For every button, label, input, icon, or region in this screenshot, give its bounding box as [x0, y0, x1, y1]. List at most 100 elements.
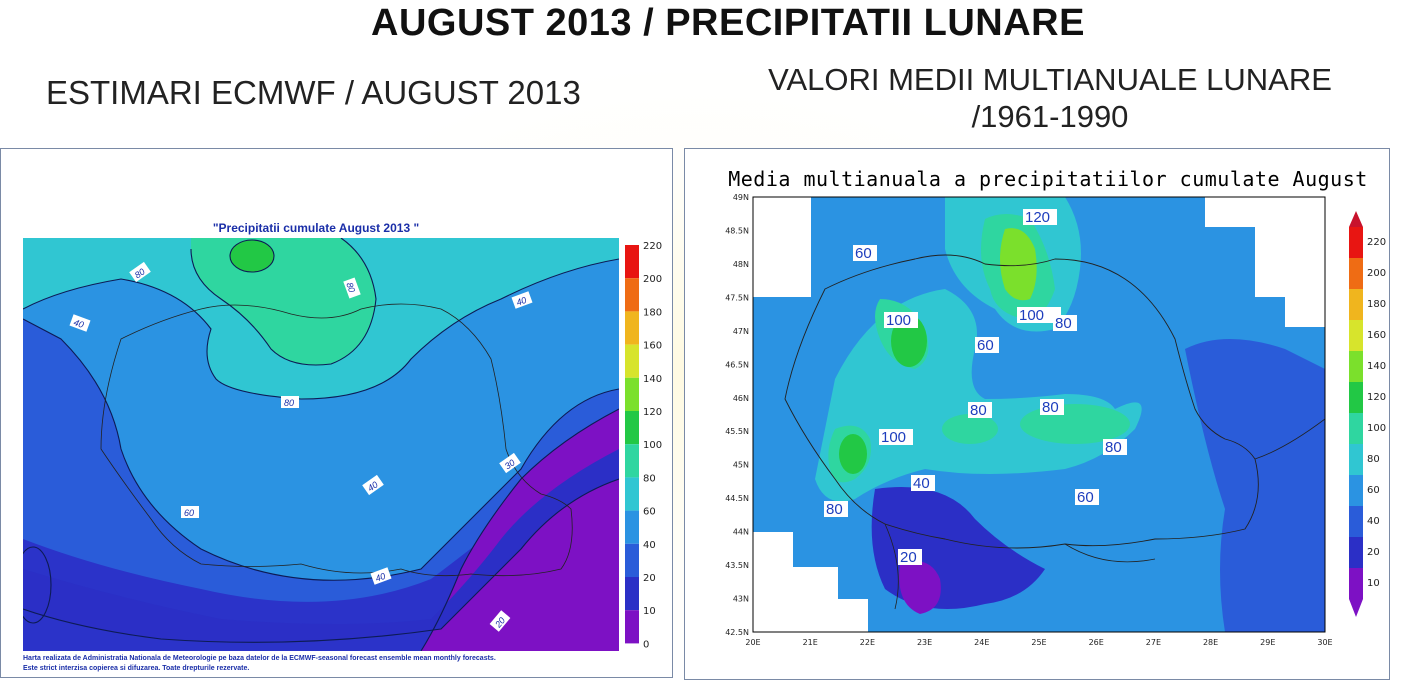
right-colorbar-label: 20 — [1367, 547, 1380, 558]
right-label-100-n: 100 — [1019, 307, 1044, 324]
left-country-border — [100, 303, 573, 577]
right-label-60-c: 60 — [977, 337, 994, 354]
left-contours — [23, 238, 619, 651]
left-map-title: "Precipitatii cumulate August 2013 " — [212, 221, 420, 235]
right-colorbar-label: 60 — [1367, 485, 1380, 496]
right-label-80-e: 80 — [1042, 399, 1059, 416]
lon-tick-label: 24E — [974, 638, 989, 647]
right-colorbar-top-arrow — [1349, 211, 1363, 227]
left-colorbar-label: 0 — [643, 639, 649, 650]
lon-tick-label: 29E — [1260, 638, 1275, 647]
right-lat-ticks: 49N 48.5N 48N 47.5N 47N 46.5N 46N 45.5N 45N 44.5N… — [725, 193, 749, 637]
nodata-nw — [753, 197, 811, 297]
lat-tick-label: 44N — [733, 528, 749, 537]
left-colorbar-segment — [625, 610, 639, 644]
left-colorbar-label: 120 — [643, 407, 662, 418]
left-colorbar-segment — [625, 477, 639, 511]
left-colorbar-label: 140 — [643, 374, 662, 385]
right-colorbar-segment — [1349, 475, 1363, 506]
right-neighbor-borders — [884, 418, 1325, 610]
right-colorbar-label: 180 — [1367, 299, 1386, 310]
nodata-ne2 — [1255, 197, 1325, 297]
right-label-40: 40 — [913, 475, 930, 492]
right-subtitle: VALORI MEDII MULTIANUALE LUNARE /1961-19… — [740, 61, 1360, 135]
right-label-120: 120 — [1025, 209, 1050, 226]
left-label-60: 60 — [184, 508, 194, 518]
right-colorbar-label: 40 — [1367, 516, 1380, 527]
right-band-10-20 — [899, 561, 941, 614]
right-colorbar-label: 160 — [1367, 330, 1386, 341]
right-colorbar-segment — [1349, 320, 1363, 351]
lat-tick-label: 48N — [733, 260, 749, 269]
right-colorbar-label: 140 — [1367, 361, 1386, 372]
right-colorbar-label: 100 — [1367, 423, 1386, 434]
right-label-80-se: 80 — [1105, 439, 1122, 456]
nodata-sw2 — [793, 567, 838, 632]
credit-line-1: Harta realizata de Administratia Nationa… — [23, 655, 496, 662]
right-label-60-n: 80 — [1055, 315, 1072, 332]
right-map: 120 60 100 80 100 60 80 80 80 100 — [725, 193, 1386, 647]
lat-tick-label: 42.5N — [725, 628, 749, 637]
right-colorbar-label: 10 — [1367, 578, 1380, 589]
left-colorbar-segment — [625, 577, 639, 611]
right-label-60-s: 60 — [1077, 489, 1094, 506]
left-colorbar-label: 10 — [643, 606, 656, 617]
right-label-100-sw: 100 — [881, 429, 906, 446]
right-colorbar-segment — [1349, 289, 1363, 320]
left-map-credits: Harta realizata de Administratia Nationa… — [23, 654, 663, 674]
right-label-20: 20 — [900, 549, 917, 566]
left-colorbar-label: 60 — [643, 507, 656, 518]
lon-tick-label: 22E — [860, 638, 875, 647]
lon-tick-label: 28E — [1203, 638, 1218, 647]
right-colorbar: 220 200 180 160 140 120 100 80 60 40 20 10 — [1349, 211, 1386, 617]
right-colorbar-segment — [1349, 537, 1363, 568]
left-colorbar-label: 180 — [643, 307, 662, 318]
left-colorbar-segment — [625, 245, 639, 279]
credit-line-2: Este strict interzisa copierea si difuza… — [23, 665, 250, 672]
right-label-100-w: 100 — [886, 312, 911, 329]
right-colorbar-segment — [1349, 413, 1363, 444]
left-colorbar-segment — [625, 543, 639, 577]
left-colorbar-segment — [625, 444, 639, 478]
left-colorbar-label: 160 — [643, 341, 662, 352]
lon-tick-label: 30E — [1317, 638, 1332, 647]
lon-tick-label: 23E — [917, 638, 932, 647]
right-country-border — [784, 254, 1259, 549]
right-colorbar-segment — [1349, 568, 1363, 599]
right-colorbar-label: 80 — [1367, 454, 1380, 465]
right-contour-labels: 120 60 100 80 100 60 80 80 80 100 — [824, 209, 1127, 566]
right-label-60-nw: 60 — [855, 245, 872, 262]
lat-tick-label: 46N — [733, 394, 749, 403]
right-colorbar-label: 200 — [1367, 268, 1386, 279]
left-subtitle: ESTIMARI ECMWF / AUGUST 2013 — [46, 74, 581, 111]
left-label-40-a: 40 — [72, 317, 85, 330]
left-colorbar-segment — [625, 411, 639, 445]
left-label-40-d: 40 — [374, 571, 387, 584]
right-band-40-60-east — [1185, 339, 1325, 632]
left-band-40-60 — [23, 238, 619, 581]
right-map-title: Media multianuala a precipitatiilor cumu… — [728, 167, 1368, 191]
nodata-sw1 — [753, 532, 793, 632]
left-label-80-c: 80 — [284, 398, 294, 408]
lat-tick-label: 43N — [733, 595, 749, 604]
left-label-40-c: 40 — [366, 479, 380, 493]
right-subtitle-line2: /1961-1990 — [971, 99, 1129, 134]
left-colorbar-segment — [625, 278, 639, 312]
right-colorbar-label: 220 — [1367, 237, 1386, 248]
right-colorbar-segment — [1349, 444, 1363, 475]
lat-tick-label: 48.5N — [725, 226, 749, 235]
lon-tick-label: 25E — [1031, 638, 1046, 647]
right-colorbar-segment — [1349, 258, 1363, 289]
right-colorbar-segment — [1349, 382, 1363, 413]
lon-tick-label: 20E — [745, 638, 760, 647]
nodata-sw3 — [838, 599, 868, 632]
left-colorbar-segment — [625, 344, 639, 378]
right-map-frame — [752, 196, 1326, 633]
right-colorbar-segment — [1349, 351, 1363, 382]
right-subtitle-line1: VALORI MEDII MULTIANUALE LUNARE — [768, 62, 1332, 97]
right-label-80-c: 80 — [970, 402, 987, 419]
right-colorbar-label: 120 — [1367, 392, 1386, 403]
right-lon-ticks: 20E 21E 22E 23E 24E 25E 26E 27E 28E 29E 30E — [745, 638, 1332, 647]
lon-tick-label: 26E — [1089, 638, 1104, 647]
